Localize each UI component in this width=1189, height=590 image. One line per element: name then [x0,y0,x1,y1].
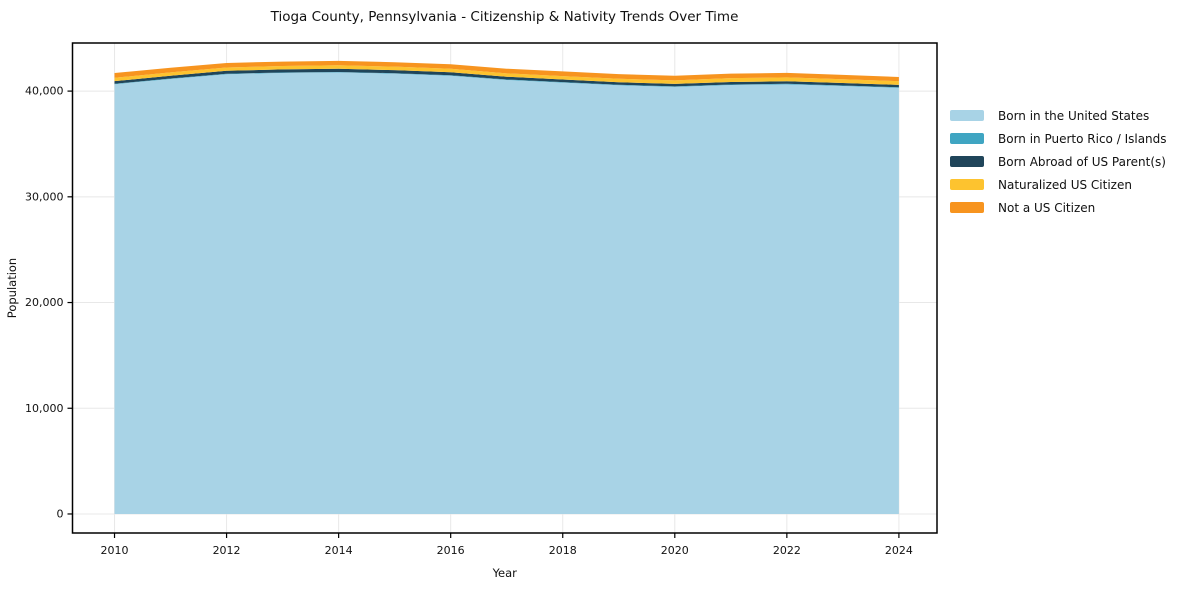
y-tick-label: 10,000 [25,402,64,415]
legend-label: Not a US Citizen [998,200,1096,215]
area-series-born-abroad-of-us-parent-s [114,68,899,88]
legend-item-naturalized-us-citizen: Naturalized US Citizen [950,173,1167,196]
legend-swatch [950,202,984,213]
y-tick-label: 30,000 [25,190,64,203]
y-tick-label: 20,000 [25,296,64,309]
legend-item-not-a-us-citizen: Not a US Citizen [950,196,1167,219]
area-series-not-a-us-citizen [114,60,899,82]
y-tick-label: 0 [57,507,64,520]
area-bands [114,60,899,514]
legend-swatch [950,179,984,190]
y-axis-label: Population [5,258,19,318]
legend-label: Born in Puerto Rico / Islands [998,131,1167,146]
legend: Born in the United States Born in Puerto … [950,104,1167,219]
x-tick-label: 2010 [101,544,129,557]
legend-label: Naturalized US Citizen [998,177,1132,192]
x-tick-label: 2016 [437,544,465,557]
x-tick-label: 2020 [661,544,689,557]
legend-item-born-in-the-united-states: Born in the United States [950,104,1167,127]
x-tick-label: 2024 [885,544,913,557]
area-series-born-in-the-united-states [114,72,899,514]
legend-item-born-abroad-of-us-parent-s: Born Abroad of US Parent(s) [950,150,1167,173]
legend-swatch [950,133,984,144]
x-tick-label: 2012 [213,544,241,557]
x-tick-label: 2014 [325,544,353,557]
legend-label: Born in the United States [998,108,1150,123]
chart-title: Tioga County, Pennsylvania - Citizenship… [270,9,739,25]
legend-swatch [950,156,984,167]
plot-border [71,42,938,534]
area-series-born-in-puerto-rico-islands [114,71,899,88]
x-tick-label: 2018 [549,544,577,557]
legend-item-born-in-puerto-rico-islands: Born in Puerto Rico / Islands [950,127,1167,150]
x-axis-label: Year [492,566,518,580]
legend-swatch [950,110,984,121]
y-tick-label: 40,000 [25,85,64,98]
x-tick-label: 2022 [773,544,801,557]
legend-label: Born Abroad of US Parent(s) [998,154,1166,169]
axes: 0 10,000 20,000 30,000 40,000 2010 2012 2014 201… [25,85,913,557]
area-series-naturalized-us-citizen [114,65,899,85]
